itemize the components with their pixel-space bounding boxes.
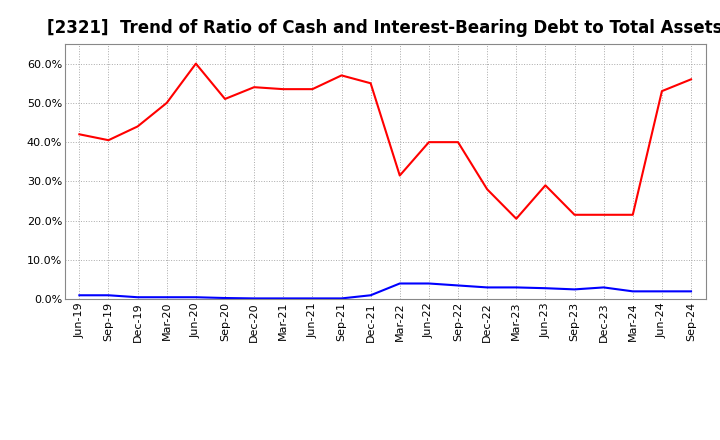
Cash [629, 212, 637, 217]
Interest-Bearing Debt [629, 289, 637, 294]
Interest-Bearing Debt [657, 289, 666, 294]
Interest-Bearing Debt [104, 293, 113, 298]
Cash [454, 139, 462, 145]
Cash [163, 100, 171, 106]
Cash [133, 124, 142, 129]
Cash [425, 139, 433, 145]
Interest-Bearing Debt [483, 285, 492, 290]
Line: Cash: Cash [79, 64, 691, 219]
Interest-Bearing Debt [570, 287, 579, 292]
Title: [2321]  Trend of Ratio of Cash and Interest-Bearing Debt to Total Assets: [2321] Trend of Ratio of Cash and Intere… [48, 19, 720, 37]
Interest-Bearing Debt [425, 281, 433, 286]
Cash [337, 73, 346, 78]
Cash [75, 132, 84, 137]
Interest-Bearing Debt [687, 289, 696, 294]
Cash [687, 77, 696, 82]
Interest-Bearing Debt [512, 285, 521, 290]
Interest-Bearing Debt [192, 295, 200, 300]
Cash [570, 212, 579, 217]
Interest-Bearing Debt [163, 295, 171, 300]
Cash [657, 88, 666, 94]
Cash [250, 84, 258, 90]
Interest-Bearing Debt [454, 283, 462, 288]
Interest-Bearing Debt [599, 285, 608, 290]
Interest-Bearing Debt [75, 293, 84, 298]
Interest-Bearing Debt [250, 296, 258, 301]
Cash [192, 61, 200, 66]
Cash [220, 96, 229, 102]
Cash [279, 87, 287, 92]
Cash [512, 216, 521, 221]
Cash [104, 138, 113, 143]
Cash [308, 87, 317, 92]
Interest-Bearing Debt [308, 296, 317, 301]
Interest-Bearing Debt [337, 296, 346, 301]
Interest-Bearing Debt [366, 293, 375, 298]
Interest-Bearing Debt [279, 296, 287, 301]
Interest-Bearing Debt [395, 281, 404, 286]
Cash [366, 81, 375, 86]
Interest-Bearing Debt [133, 295, 142, 300]
Cash [541, 183, 550, 188]
Cash [395, 173, 404, 178]
Line: Interest-Bearing Debt: Interest-Bearing Debt [79, 283, 691, 298]
Cash [599, 212, 608, 217]
Cash [483, 187, 492, 192]
Interest-Bearing Debt [541, 286, 550, 291]
Interest-Bearing Debt [220, 295, 229, 301]
